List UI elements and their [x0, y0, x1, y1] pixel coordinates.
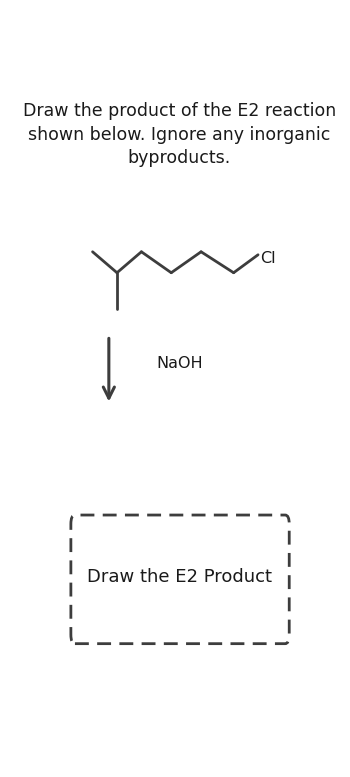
Text: Cl: Cl — [260, 251, 276, 266]
Text: Draw the product of the E2 reaction
shown below. Ignore any inorganic
byproducts: Draw the product of the E2 reaction show… — [23, 103, 336, 167]
Text: NaOH: NaOH — [156, 356, 203, 371]
Text: Draw the E2 Product: Draw the E2 Product — [87, 568, 272, 586]
